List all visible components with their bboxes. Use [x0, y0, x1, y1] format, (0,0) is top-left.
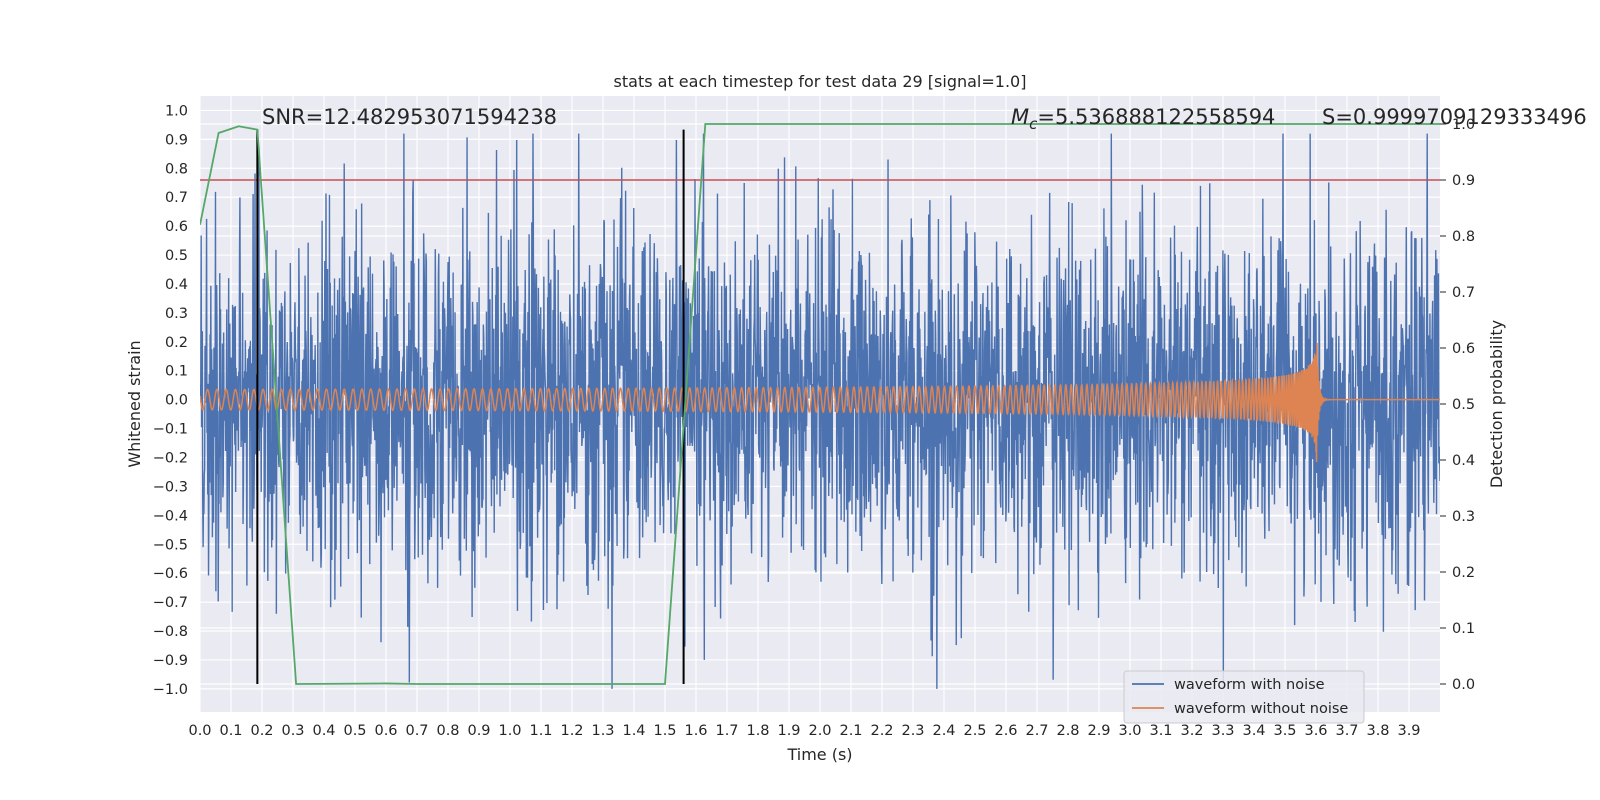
- x-tick-label: 2.2: [870, 723, 893, 739]
- y-tick-label: −1.0: [153, 682, 188, 698]
- y2-tick-label: 0.7: [1452, 285, 1475, 301]
- x-tick-label: 3.4: [1242, 723, 1265, 739]
- chirp-mass-subscript: c: [1029, 115, 1038, 133]
- y-tick-label: −0.7: [153, 595, 188, 611]
- y-tick-label: 0.2: [165, 335, 188, 351]
- x-tick-label: 1.3: [591, 723, 614, 739]
- x-tick-label: 3.1: [1149, 723, 1172, 739]
- y2-tick-label: 0.0: [1452, 677, 1475, 693]
- x-tick-label: 2.9: [1087, 723, 1110, 739]
- x-tick-label: 0.6: [374, 723, 397, 739]
- y-tick-label: −0.9: [153, 653, 188, 669]
- x-tick-label: 2.6: [994, 723, 1017, 739]
- x-tick-label: 0.4: [312, 723, 335, 739]
- y-tick-label: 0.1: [165, 364, 188, 380]
- y-tick-label: −0.1: [153, 422, 188, 438]
- x-tick-label: 2.8: [1056, 723, 1079, 739]
- x-tick-label: 0.1: [219, 723, 242, 739]
- legend: waveform with noise waveform without noi…: [1123, 670, 1365, 724]
- x-tick-label: 3.9: [1397, 723, 1420, 739]
- x-tick-label: 0.5: [343, 723, 366, 739]
- s-annotation: S=0.9999709129333496: [1322, 105, 1587, 129]
- y2-tick-label: 0.1: [1452, 621, 1475, 637]
- y2-tick-label: 0.2: [1452, 565, 1475, 581]
- x-tick-label: 3.5: [1273, 723, 1296, 739]
- x-tick-label: 1.2: [560, 723, 583, 739]
- y2-tick-label: 1.0: [1452, 117, 1475, 133]
- y-tick-label: 0.8: [165, 161, 188, 177]
- y-tick-label: 0.7: [165, 190, 188, 206]
- x-tick-label: 1.7: [715, 723, 738, 739]
- chart-title: stats at each timestep for test data 29 …: [614, 72, 1027, 91]
- x-tick-label: 1.1: [529, 723, 552, 739]
- x-tick-label: 1.5: [653, 723, 676, 739]
- series-detection-probability-line: [200, 123, 1440, 685]
- y-tick-label: −0.4: [153, 508, 188, 524]
- x-tick-label: 1.0: [498, 723, 521, 739]
- y-axis-ticks: 1.0 0.9 0.8 0.7 0.6 0.5 0.4 0.3 0.2 0.1 0.0 −0.1 −0.…: [153, 103, 188, 697]
- y2-axis-ticks: 1.0 0.9 0.8 0.7 0.6 0.5 0.4 0.3 0.2 0.1 0.0: [1440, 117, 1475, 693]
- x-tick-label: 2.0: [808, 723, 831, 739]
- y2-tick-label: 0.5: [1452, 397, 1475, 413]
- series-waveform-without-noise-line: [200, 343, 1440, 463]
- x-tick-label: 0.9: [467, 723, 490, 739]
- x-tick-label: 1.6: [684, 723, 707, 739]
- x-tick-label: 0.0: [188, 723, 211, 739]
- y-tick-label: 0.3: [165, 306, 188, 322]
- marker-lines: [256, 129, 685, 684]
- y-tick-label: 0.6: [165, 219, 188, 235]
- x-tick-label: 2.1: [839, 723, 862, 739]
- x-axis-label: Time (s): [786, 745, 852, 764]
- y-tick-label: 1.0: [165, 103, 188, 119]
- x-tick-label: 3.7: [1335, 723, 1358, 739]
- y2-tick-label: 0.6: [1452, 341, 1475, 357]
- y-tick-label: −0.8: [153, 624, 188, 640]
- y-tick-label: 0.9: [165, 132, 188, 148]
- chirp-mass-value: =5.536888122558594: [1037, 105, 1275, 129]
- y2-tick-label: 0.8: [1452, 229, 1475, 245]
- y-tick-label: 0.0: [165, 393, 188, 409]
- y2-tick-label: 0.9: [1452, 173, 1475, 189]
- x-tick-label: 1.4: [622, 723, 645, 739]
- x-tick-label: 3.0: [1118, 723, 1141, 739]
- x-tick-label: 3.3: [1211, 723, 1234, 739]
- x-tick-label: 1.9: [777, 723, 800, 739]
- x-tick-label: 0.7: [405, 723, 428, 739]
- x-tick-label: 3.8: [1366, 723, 1389, 739]
- y-tick-label: −0.2: [153, 451, 188, 467]
- x-tick-label: 2.7: [1025, 723, 1048, 739]
- chirp-mass-symbol: M: [1011, 105, 1029, 129]
- y2-axis-label: Detection probability: [1487, 320, 1506, 488]
- y-tick-label: 0.5: [165, 248, 188, 264]
- x-tick-label: 0.2: [250, 723, 273, 739]
- x-tick-label: 2.4: [932, 723, 955, 739]
- x-tick-label: 3.6: [1304, 723, 1327, 739]
- y-axis-label: Whitened strain: [125, 340, 144, 467]
- chirp-mass-annotation: Mc=5.536888122558594: [1011, 105, 1275, 133]
- legend-label-waveform-without-noise: waveform without noise: [1174, 701, 1348, 717]
- legend-label-waveform-with-noise: waveform with noise: [1174, 677, 1325, 693]
- x-tick-label: 2.5: [963, 723, 986, 739]
- y2-tick-label: 0.4: [1452, 453, 1475, 469]
- y-tick-label: −0.6: [153, 566, 188, 582]
- x-tick-label: 1.8: [746, 723, 769, 739]
- y-tick-label: −0.3: [153, 479, 188, 495]
- y-tick-label: 0.4: [165, 277, 188, 293]
- y2-tick-label: 0.3: [1452, 509, 1475, 525]
- x-axis-ticks: 0.0 0.1 0.2 0.3 0.4 0.5 0.6 0.7 0.8 0.9 1.0 1.1 1.2 1…: [188, 723, 1420, 739]
- snr-annotation: SNR=12.482953071594238: [262, 105, 557, 129]
- x-tick-label: 2.3: [901, 723, 924, 739]
- x-tick-label: 0.3: [281, 723, 304, 739]
- legend-frame: [1123, 670, 1365, 724]
- x-tick-label: 0.8: [436, 723, 459, 739]
- x-tick-label: 3.2: [1180, 723, 1203, 739]
- y-tick-label: −0.5: [153, 537, 188, 553]
